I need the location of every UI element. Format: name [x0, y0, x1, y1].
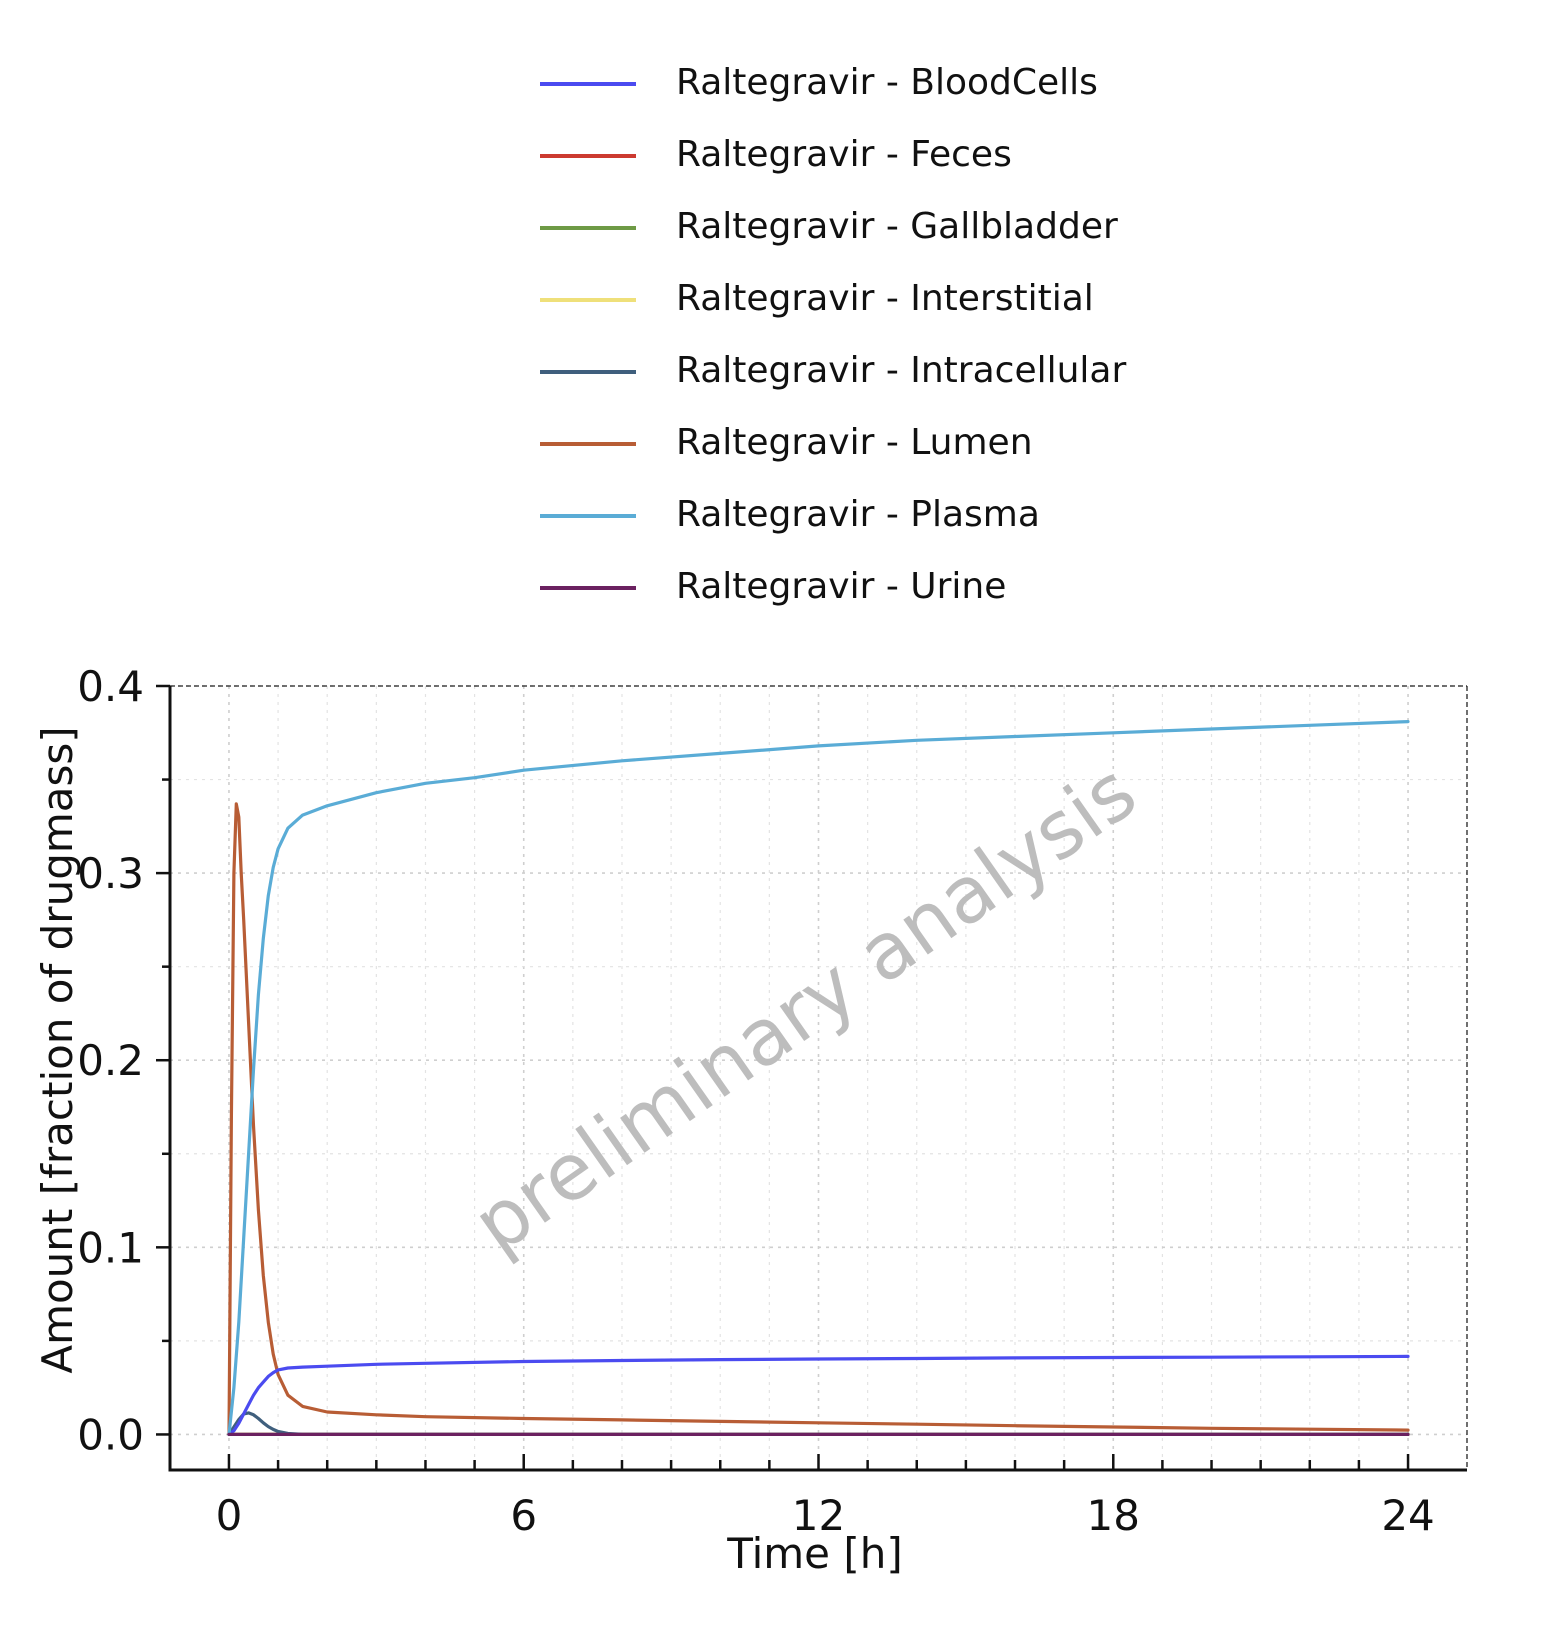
y-tick-label: 0.0 — [77, 1410, 144, 1459]
axes: 0 6 12 18 24 0.0 0.1 0.2 0.3 0.4 — [77, 662, 1468, 1540]
series-line — [227, 1354, 1410, 1437]
legend-item: Raltegravir - Plasma — [540, 482, 1240, 554]
x-tick-label: 0 — [216, 1491, 243, 1540]
legend-item: Raltegravir - Feces — [540, 122, 1240, 194]
y-tick-label: 0.1 — [77, 1223, 144, 1272]
legend-label: Raltegravir - Plasma — [676, 494, 1040, 535]
legend-swatch — [540, 82, 636, 86]
legend-label: Raltegravir - Gallbladder — [676, 206, 1118, 247]
legend-swatch — [540, 442, 636, 446]
legend-swatch — [540, 586, 636, 590]
legend-swatch — [540, 226, 636, 230]
legend-swatch — [540, 154, 636, 158]
series-line — [227, 802, 1410, 1437]
legend-label: Raltegravir - Urine — [676, 566, 1007, 607]
series-line — [227, 719, 1410, 1437]
legend-label: Raltegravir - Intracellular — [676, 350, 1127, 391]
legend-label: Raltegravir - BloodCells — [676, 62, 1098, 103]
watermark-layer: preliminary analysis — [458, 747, 1153, 1271]
legend-item: Raltegravir - Interstitial — [540, 266, 1240, 338]
y-tick-label: 0.4 — [77, 662, 144, 711]
x-tick-label: 6 — [510, 1491, 537, 1540]
watermark: preliminary analysis — [458, 747, 1153, 1271]
legend-swatch — [540, 514, 636, 518]
legend-item: Raltegravir - BloodCells — [540, 50, 1240, 122]
series-lines — [227, 719, 1410, 1437]
legend-item: Raltegravir - Urine — [540, 554, 1240, 626]
x-tick-label: 12 — [792, 1491, 845, 1540]
legend-label: Raltegravir - Lumen — [676, 422, 1033, 463]
legend-swatch — [540, 298, 636, 302]
legend-item: Raltegravir - Intracellular — [540, 338, 1240, 410]
y-tick-label: 0.2 — [77, 1036, 144, 1085]
y-tick-label: 0.3 — [77, 849, 144, 898]
legend: Raltegravir - BloodCells Raltegravir - Fe… — [540, 50, 1240, 626]
x-tick-label: 24 — [1381, 1491, 1434, 1540]
legend-item: Raltegravir - Lumen — [540, 410, 1240, 482]
y-axis-title: Amount [fraction of drugmass] — [33, 726, 82, 1373]
x-tick-label: 18 — [1087, 1491, 1140, 1540]
grid — [170, 685, 1467, 1470]
legend-label: Raltegravir - Feces — [676, 134, 1012, 175]
legend-swatch — [540, 370, 636, 374]
legend-label: Raltegravir - Interstitial — [676, 278, 1094, 319]
x-axis-title: Time [h] — [726, 1529, 903, 1578]
legend-item: Raltegravir - Gallbladder — [540, 194, 1240, 266]
